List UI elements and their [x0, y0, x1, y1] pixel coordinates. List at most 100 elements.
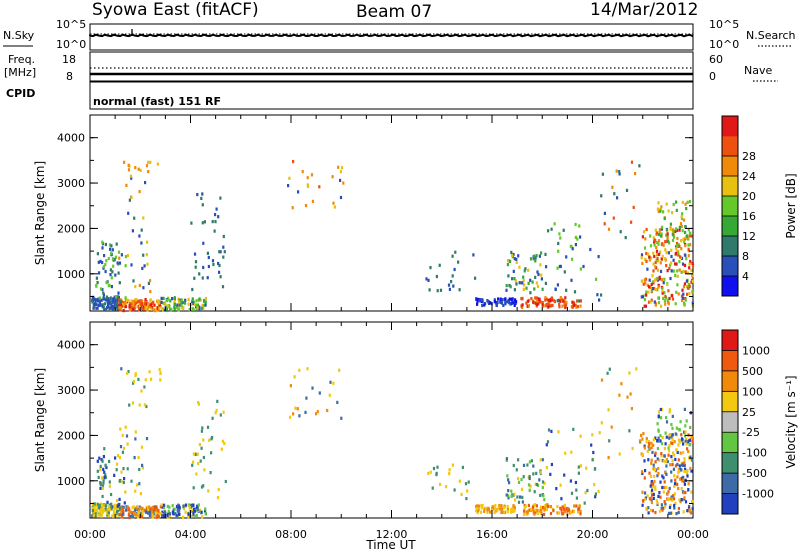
data-cell — [114, 456, 117, 460]
data-cell — [139, 168, 142, 172]
data-cell — [151, 510, 154, 514]
data-cell — [674, 262, 677, 266]
data-cell — [193, 302, 196, 307]
data-cell — [160, 503, 163, 507]
data-cell — [207, 489, 210, 493]
data-cell — [545, 302, 548, 307]
data-cell — [193, 509, 196, 513]
data-cell — [679, 477, 682, 481]
data-cell — [598, 431, 601, 435]
data-cell — [670, 435, 673, 439]
data-cell — [196, 452, 199, 456]
data-cell — [578, 504, 581, 508]
data-cell — [195, 472, 198, 476]
data-cell — [641, 261, 644, 265]
power-ylabel: Slant Range [km] — [33, 161, 47, 265]
data-cell — [537, 272, 540, 277]
data-cell — [665, 233, 668, 237]
data-cell — [659, 207, 662, 211]
data-cell — [547, 428, 551, 432]
data-cell — [214, 213, 217, 217]
data-cell — [530, 507, 533, 511]
data-cell — [141, 266, 144, 270]
data-cell — [540, 273, 543, 277]
data-cell — [658, 458, 661, 462]
data-cell — [124, 264, 127, 268]
data-cell — [659, 269, 663, 273]
data-cell — [132, 308, 135, 312]
data-cell — [689, 259, 692, 264]
data-cell — [575, 496, 578, 500]
data-cell — [147, 170, 150, 174]
data-cell — [664, 248, 667, 252]
data-cell — [91, 300, 94, 304]
data-cell — [527, 281, 530, 285]
data-cell — [533, 287, 536, 291]
data-cell — [681, 296, 684, 300]
data-cell — [644, 257, 647, 261]
nave-top-tick: 60 — [709, 53, 723, 66]
data-cell — [514, 298, 517, 302]
data-cell — [659, 439, 662, 443]
data-cell — [118, 298, 121, 302]
data-cell — [214, 411, 217, 415]
data-cell — [122, 446, 126, 450]
data-cell — [136, 483, 139, 487]
data-cell — [104, 507, 107, 511]
data-cell — [221, 439, 224, 443]
data-cell — [571, 300, 574, 304]
data-cell — [104, 263, 107, 267]
data-cell — [173, 507, 176, 511]
data-cell — [643, 446, 646, 450]
data-cell — [532, 511, 535, 515]
colorbar-label: Power [dB] — [784, 173, 798, 238]
data-cell — [137, 456, 140, 460]
data-cell — [165, 307, 168, 311]
data-cell — [298, 414, 301, 418]
data-cell — [201, 303, 204, 307]
data-cell — [110, 502, 113, 506]
data-cell — [96, 469, 99, 473]
data-cell — [654, 287, 657, 292]
data-cell — [154, 511, 157, 515]
data-cell — [115, 304, 118, 308]
data-cell — [304, 204, 308, 208]
data-cell — [557, 430, 560, 434]
data-cell — [107, 514, 111, 518]
data-cell — [517, 254, 520, 258]
data-cell — [134, 430, 137, 434]
data-cell — [511, 277, 514, 281]
colorbar-tick-label: 100 — [742, 385, 763, 398]
data-cell — [509, 285, 512, 289]
data-cell — [198, 443, 201, 447]
data-cell — [524, 504, 527, 508]
data-cell — [118, 497, 121, 501]
data-cell — [676, 450, 679, 454]
data-cell — [117, 291, 120, 295]
y-tick-label: 1000 — [57, 475, 85, 488]
data-cell — [110, 492, 113, 497]
data-cell — [94, 298, 97, 302]
data-cell — [659, 495, 662, 499]
data-cell — [616, 196, 619, 200]
data-cell — [118, 256, 121, 260]
data-cell — [691, 436, 694, 440]
data-cell — [682, 285, 686, 289]
data-cell — [573, 504, 576, 508]
colorbar-label: Velocity [m s⁻¹] — [784, 375, 798, 468]
data-cell — [536, 508, 539, 512]
data-cell — [101, 484, 105, 488]
data-cell — [192, 513, 195, 517]
data-cell — [682, 269, 685, 273]
data-cell — [596, 293, 599, 297]
data-cell — [105, 465, 108, 470]
data-cell — [508, 297, 511, 301]
data-cell — [557, 298, 560, 302]
data-cell — [155, 505, 158, 509]
data-cell — [686, 469, 689, 473]
data-cell — [556, 299, 559, 303]
data-cell — [191, 307, 194, 311]
data-cell — [574, 303, 577, 307]
data-cell — [671, 238, 675, 242]
data-cell — [217, 215, 220, 219]
